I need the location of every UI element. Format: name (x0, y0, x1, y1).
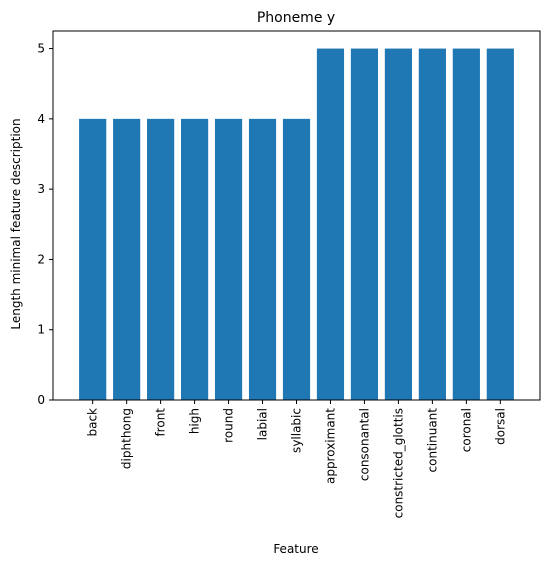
y-axis-ticks: 0 1 2 3 4 5 (37, 42, 53, 407)
x-tick-label: syllabic (290, 408, 304, 453)
y-tick-label: 2 (37, 252, 45, 266)
x-tick-label: high (188, 408, 202, 434)
bar-constricted-glottis (384, 48, 412, 400)
x-tick-label: constricted_glottis (391, 408, 405, 518)
x-tick-label: back (86, 408, 100, 437)
bar-front (147, 118, 175, 400)
y-tick-label: 5 (37, 42, 45, 56)
bar-back (79, 118, 107, 400)
bar-approximant (316, 48, 345, 400)
bar-syllabic (282, 118, 311, 400)
plot-frame (52, 30, 541, 401)
chart-title: Phoneme y (257, 10, 335, 26)
x-tick-label: consonantal (357, 408, 371, 481)
x-tick-label: approximant (323, 408, 337, 484)
x-tick-label: coronal (459, 408, 473, 452)
x-tick-label: labial (256, 408, 270, 440)
y-tick-label: 3 (37, 182, 45, 196)
x-axis-title: Feature (273, 542, 318, 556)
y-axis-title: Length minimal feature description (9, 118, 23, 329)
bars-group (79, 48, 514, 400)
x-axis-ticks: back diphthong front high round labial syllabi… (86, 400, 507, 518)
bar-dorsal (486, 48, 514, 400)
y-tick-label: 1 (37, 323, 45, 337)
x-tick-label: front (154, 408, 168, 437)
bar-round (214, 118, 243, 400)
x-tick-label: dorsal (493, 408, 507, 445)
bar-diphthong (113, 118, 141, 400)
x-tick-label: diphthong (120, 408, 134, 469)
y-tick-label: 4 (37, 112, 45, 126)
bar-high (181, 118, 209, 400)
x-tick-label: round (222, 408, 236, 443)
x-tick-label: continuant (425, 408, 439, 473)
bar-continuant (418, 48, 446, 400)
bar-consonantal (350, 48, 379, 400)
bar-labial (248, 118, 277, 400)
bar-coronal (452, 48, 480, 400)
y-tick-label: 0 (37, 393, 45, 407)
